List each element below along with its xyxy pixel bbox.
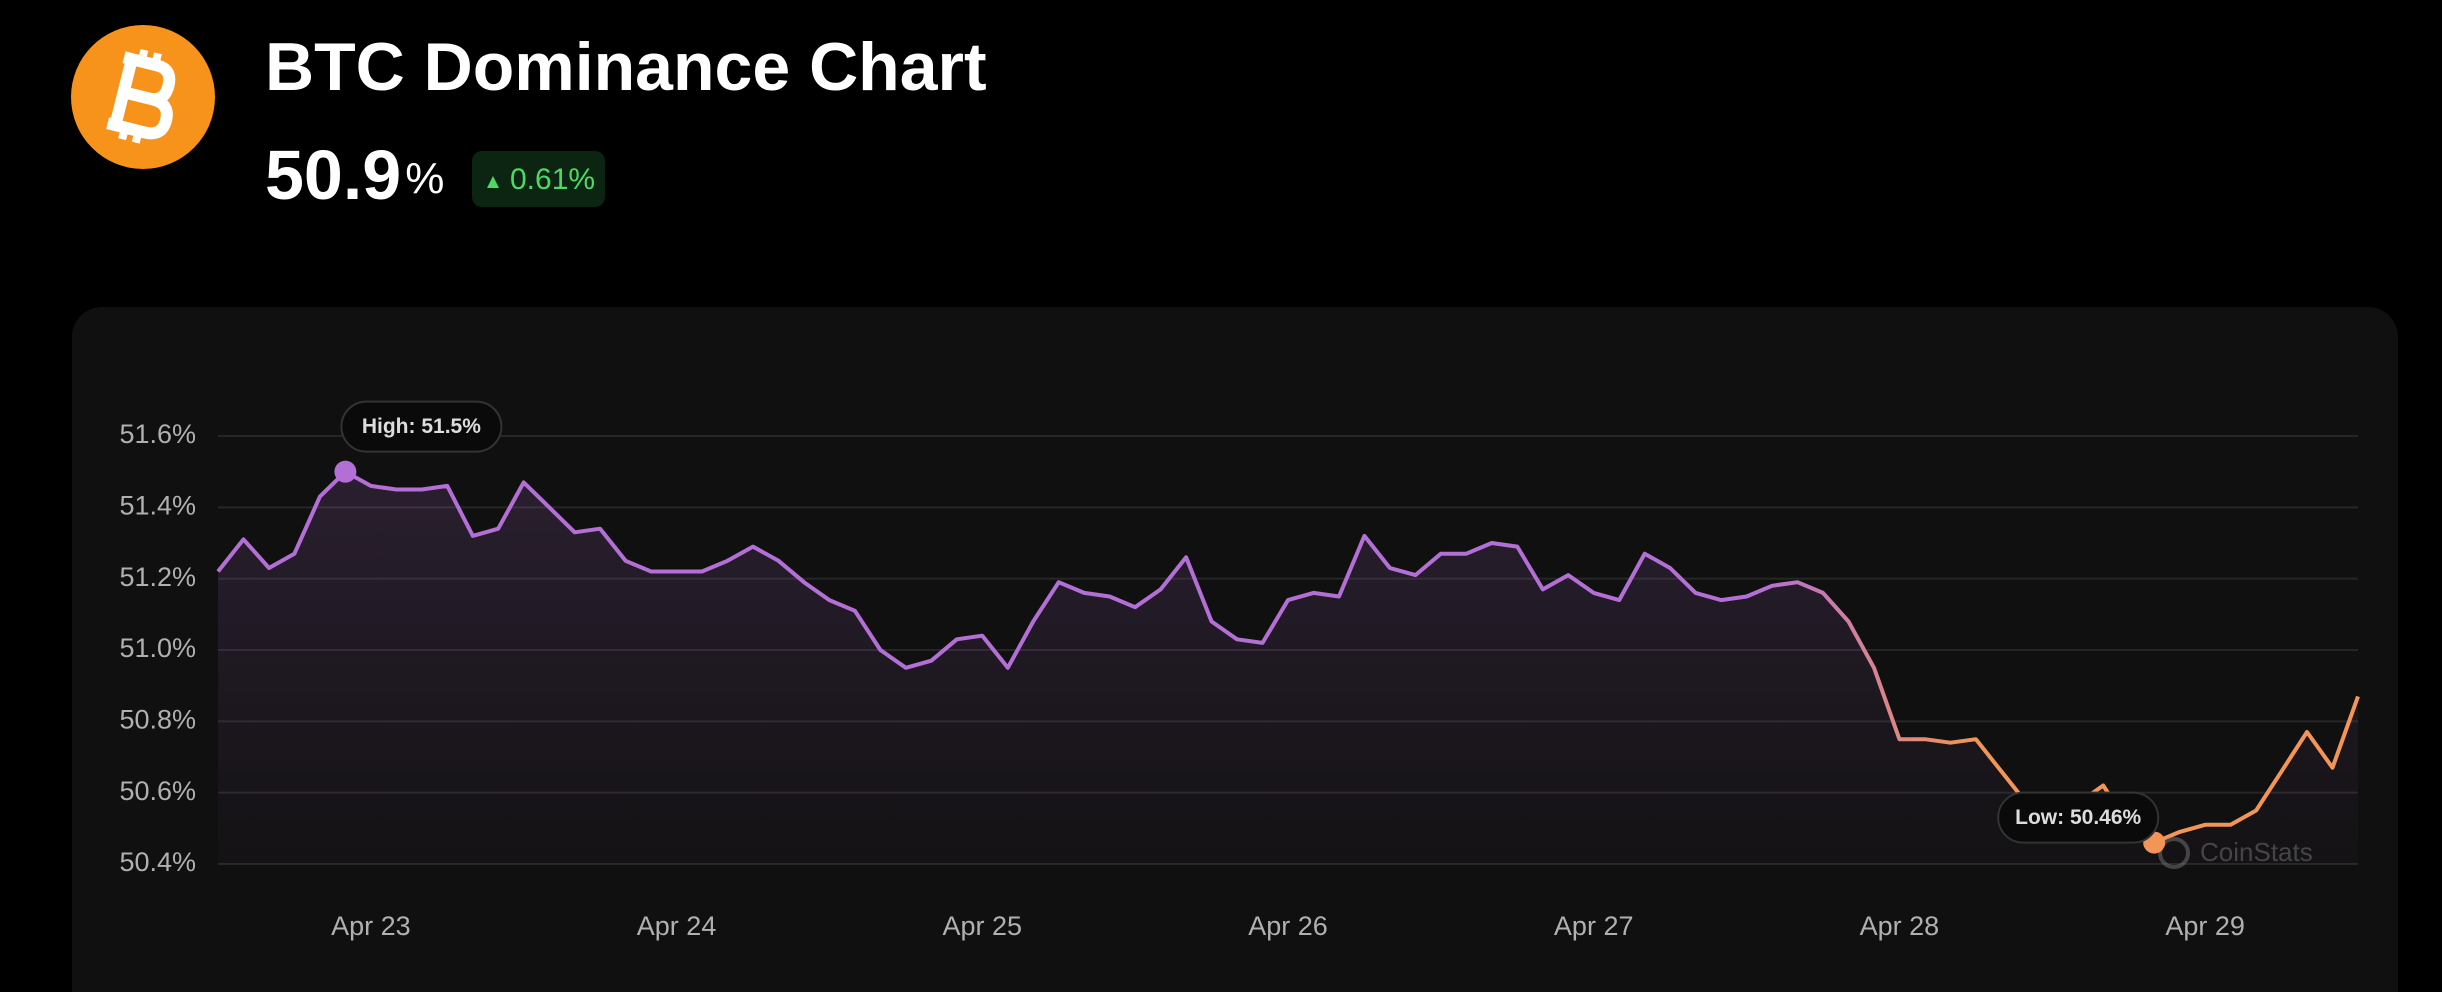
x-tick-label: Apr 23 [331,911,411,941]
y-tick-label: 50.4% [119,847,196,877]
value-number: 50.9 [265,136,401,214]
x-tick-label: Apr 25 [943,911,1023,941]
annotation-box [340,400,503,453]
change-value: 0.61% [510,163,595,196]
extreme-marker [334,460,357,483]
line [216,469,2360,845]
x-tick-label: Apr 28 [1860,911,1940,941]
change-badge [472,151,605,207]
x-tick-label: Apr 26 [1248,911,1328,941]
x-tick-label: Apr 29 [2165,911,2245,941]
x-tick-label: Apr 24 [637,911,717,941]
y-tick-label: 51.6% [119,419,196,449]
watermark-text: CoinStats [2200,837,2313,867]
annotation-text: High: 51.5% [362,415,481,438]
up-arrow [487,176,499,188]
value-unit: % [405,154,444,203]
y-tick-label: 51.2% [119,562,196,592]
watermark: CoinStats [2158,837,2313,869]
watermark-icon [2158,837,2190,869]
page-title: BTC Dominance Chart [265,29,987,105]
icon-glyph [106,48,176,144]
area [218,471,2358,864]
y-tick-label: 50.6% [119,776,196,806]
x-tick-label: Apr 27 [1554,911,1634,941]
y-tick-label: 51.0% [119,633,196,663]
y-tick-label: 50.8% [119,704,196,734]
current-value: 50.9% [265,136,444,214]
y-tick-label: 51.4% [119,490,196,520]
plot: 50.4% 50.6% 50.8% 51.0% 51.2% 51.4% 51.6% Apr 2… [119,400,2360,941]
annotation-box [1997,791,2160,844]
btc-icon [71,25,215,169]
annotation-text: Low: 50.46% [2015,806,2141,829]
